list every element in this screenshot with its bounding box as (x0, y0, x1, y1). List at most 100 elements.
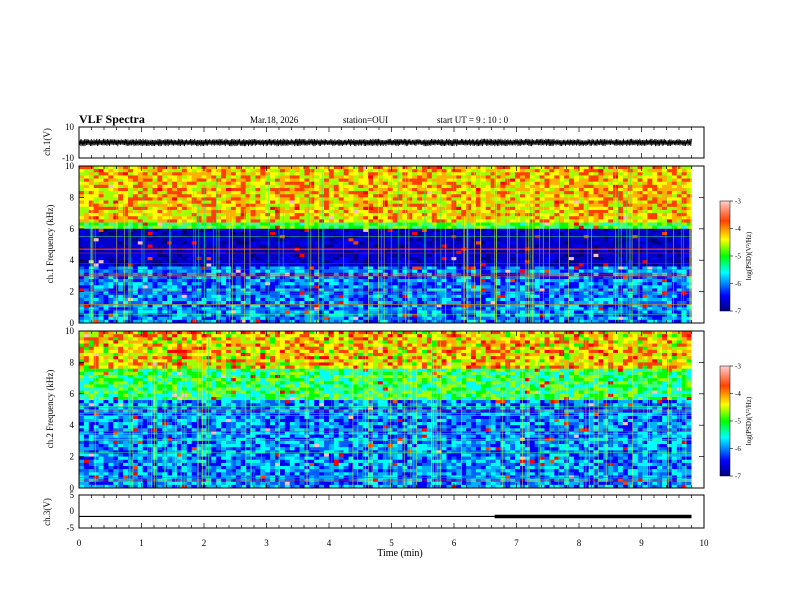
spec1-cell-41-13 (279, 206, 286, 211)
spec1-cell-121-2 (671, 172, 678, 176)
spec1-cell-26-7 (206, 187, 212, 192)
spec1-cell-75-28 (446, 253, 452, 258)
spec1-cell-62-18 (382, 222, 389, 227)
spec1-cell-85-29 (495, 257, 501, 261)
spec1-cell-88-13 (510, 206, 516, 211)
spec1-cell-101-5 (573, 181, 580, 186)
spec1-cell-115-13 (642, 206, 648, 211)
spec1-cell-30-25 (226, 244, 232, 249)
spec1-cell-32-6 (235, 184, 242, 189)
spec1-cell-72-11 (431, 200, 438, 205)
spec1-cell-108-9 (608, 194, 614, 198)
spec1-cell-85-4 (495, 178, 501, 183)
spec1-cell-60-27 (373, 250, 379, 255)
spec1-cell-8-11 (118, 200, 124, 205)
spec1-cell-54-32 (343, 266, 349, 271)
spec1-cell-73-31 (436, 263, 442, 267)
spec1-cell-30-11 (226, 200, 232, 205)
spec1-cell-116-10 (647, 197, 653, 201)
spec1-cell-89-16 (515, 216, 521, 220)
spec1-cell-57-3 (358, 175, 364, 179)
spec1-cell-113-30 (632, 260, 638, 264)
spec1-cell-83-9 (485, 194, 491, 198)
spec1-cell-118-33 (657, 269, 663, 274)
spec1-cell-102-30 (578, 260, 585, 264)
spec1-cell-116-11 (647, 200, 653, 205)
spec1-cell-51-8 (328, 191, 335, 195)
spec1-cell-73-13 (436, 206, 442, 211)
spec1-cell-65-8 (397, 191, 403, 195)
spec1-cell-99-4 (564, 178, 570, 183)
spec1-cell-72-32 (431, 266, 438, 271)
spec1-cell-81-17 (475, 219, 482, 223)
spec1-cell-80-31 (471, 263, 477, 267)
spec1-cell-68-29 (412, 257, 418, 261)
spec1-cell-80-6 (471, 184, 477, 189)
spec1-cell-39-36 (270, 279, 276, 283)
spec1-cell-91-5 (524, 181, 531, 186)
spec1-cell-18-19 (167, 225, 173, 230)
spec1-cell-120-28 (667, 253, 673, 258)
spec1-cell-17-14 (162, 209, 168, 214)
spec1-cell-31-23 (230, 238, 237, 242)
spec1-cell-26-15 (206, 213, 212, 217)
spec1-cell-82-29 (480, 257, 487, 261)
spec1-cell-29-37 (221, 282, 227, 286)
spec1-cell-111-9 (622, 194, 629, 198)
spec1-cell-71-20 (426, 228, 433, 233)
spec1-cell-106-24 (598, 241, 604, 245)
spec1-cell-90-1 (520, 169, 526, 173)
spec1-cell-124-21 (686, 231, 692, 236)
spec1-cell-50-21 (324, 231, 330, 236)
spec1-cell-38-15 (265, 213, 271, 217)
spec1-cell-57-14 (358, 209, 364, 214)
spec1-cell-31-12 (230, 203, 237, 208)
spec1-cell-58-36 (363, 279, 369, 283)
spec1-cell-96-25 (549, 244, 555, 249)
spec1-cell-89-23 (515, 238, 521, 242)
spec1-cell-16-6 (157, 184, 163, 189)
spec1-cell-104-7 (588, 187, 594, 192)
spec1-cell-64-0 (392, 166, 398, 170)
spec1-cell-83-8 (485, 191, 491, 195)
spec1-cell-47-8 (309, 191, 315, 195)
spec1-cell-43-31 (289, 263, 295, 267)
spec1-cell-113-37 (632, 282, 638, 286)
spec1-cell-119-35 (662, 275, 668, 280)
spec1-cell-116-35 (647, 275, 653, 280)
spec1-cell-118-30 (657, 260, 663, 264)
spec1-cell-98-18 (559, 222, 565, 227)
spec1-cell-78-21 (461, 231, 467, 236)
spec1-cell-105-38 (593, 285, 599, 289)
spec1-cell-83-7 (485, 187, 491, 192)
spec1-cell-105-1 (593, 169, 599, 173)
spec1-cell-23-14 (191, 209, 197, 214)
spec1-cell-115-33 (642, 269, 648, 274)
spec1-cell-6-15 (108, 213, 114, 217)
spec1-cell-34-11 (245, 200, 251, 205)
spec1-cell-124-31 (686, 263, 692, 267)
spec1-cell-106-27 (598, 250, 604, 255)
spec1-cell-5-9 (103, 194, 109, 198)
spec1-cell-120-32 (667, 266, 673, 271)
spec1-cell-43-15 (289, 213, 295, 217)
spec1-cell-68-8 (412, 191, 418, 195)
spec1-cell-15-38 (152, 285, 158, 289)
spec1-cell-13-19 (142, 225, 148, 230)
spec1-cell-74-33 (441, 269, 447, 274)
spec1-cell-24-4 (196, 178, 202, 183)
spec1-cell-69-29 (417, 257, 423, 261)
spec1-cell-23-16 (191, 216, 197, 220)
spec1-cell-54-21 (343, 231, 349, 236)
spec1-cell-54-2 (343, 172, 349, 176)
spec1-cell-113-11 (632, 200, 638, 205)
spec1-cell-80-19 (471, 225, 477, 230)
spec1-cell-7-19 (113, 225, 119, 230)
spec1-cell-9-33 (123, 269, 129, 274)
spec1-cell-71-33 (426, 269, 433, 274)
spec1-cell-13-13 (142, 206, 148, 211)
spec1-cell-50-32 (324, 266, 330, 271)
spec1-cell-7-15 (113, 213, 119, 217)
spec1-cell-74-4 (441, 178, 447, 183)
spec1-cell-53-11 (338, 200, 344, 205)
